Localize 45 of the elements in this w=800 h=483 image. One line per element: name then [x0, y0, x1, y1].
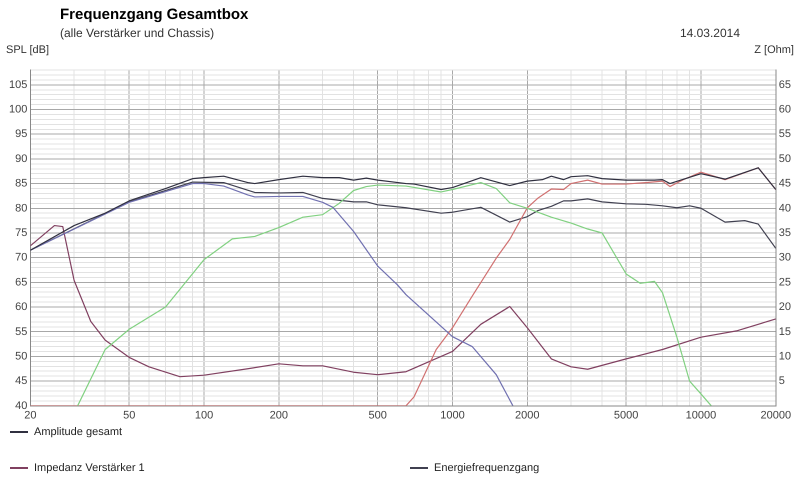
y2-axis-title: Z [Ohm]: [754, 44, 794, 56]
x-tick-label: 20: [24, 409, 36, 422]
x-tick-label: 2000: [515, 409, 540, 422]
x-tick-label: 100: [194, 409, 214, 422]
y-tick-label: 105: [8, 78, 28, 91]
y2-tick-label: 50: [778, 152, 792, 165]
y2-tick-label: 35: [778, 226, 792, 239]
legend-label: Impedanz Verstärker 1: [34, 462, 145, 474]
chart-title: Frequenzgang Gesamtbox: [60, 6, 248, 23]
x-tick-label: 5000: [614, 409, 638, 422]
y-axis-title: SPL [dB]: [6, 44, 50, 56]
y-tick-label: 90: [15, 152, 28, 165]
x-tick-label: 50: [123, 409, 136, 422]
y-tick-label: 55: [15, 326, 28, 338]
x-tick-label: 200: [270, 409, 288, 422]
y2-tick-label: 30: [778, 252, 792, 264]
y-tick-label: 75: [15, 226, 28, 239]
y2-tick-label: 60: [778, 104, 792, 116]
y-tick-label: 45: [15, 375, 28, 388]
y-tick-label: 60: [15, 301, 28, 314]
x-tick-label: 20000: [760, 409, 792, 422]
y2-tick-label: 45: [778, 178, 792, 190]
y-tick-label: 50: [15, 350, 28, 362]
y2-tick-label: 55: [778, 128, 792, 140]
y2-tick-label: 20: [778, 301, 792, 314]
y2-tick-label: 15: [778, 326, 792, 338]
x-tick-label: 10000: [686, 409, 716, 422]
x-tick-label: 500: [368, 409, 387, 422]
y-tick-label: 95: [15, 128, 28, 140]
legend-label: Amplitude gesamt: [34, 426, 122, 438]
x-tick-label: 1000: [440, 409, 465, 422]
y2-tick-label: 5: [778, 375, 785, 388]
text: 14.03.2014: [680, 26, 740, 40]
y-tick-label: 40: [15, 400, 28, 412]
y-tick-label: 65: [15, 276, 28, 288]
chart-subtitle: (alle Verstärker und Chassis): [60, 26, 214, 40]
y2-tick-label: 65: [778, 78, 792, 91]
y-tick-label: 85: [15, 178, 28, 190]
y-tick-label: 80: [15, 202, 28, 214]
y-tick-label: 100: [8, 104, 28, 116]
y-tick-label: 70: [15, 252, 28, 264]
y2-tick-label: 25: [778, 276, 792, 288]
y2-tick-label: 10: [778, 350, 792, 362]
y2-tick-label: 40: [778, 202, 792, 214]
legend-label: Energiefrequenzgang: [434, 462, 540, 474]
